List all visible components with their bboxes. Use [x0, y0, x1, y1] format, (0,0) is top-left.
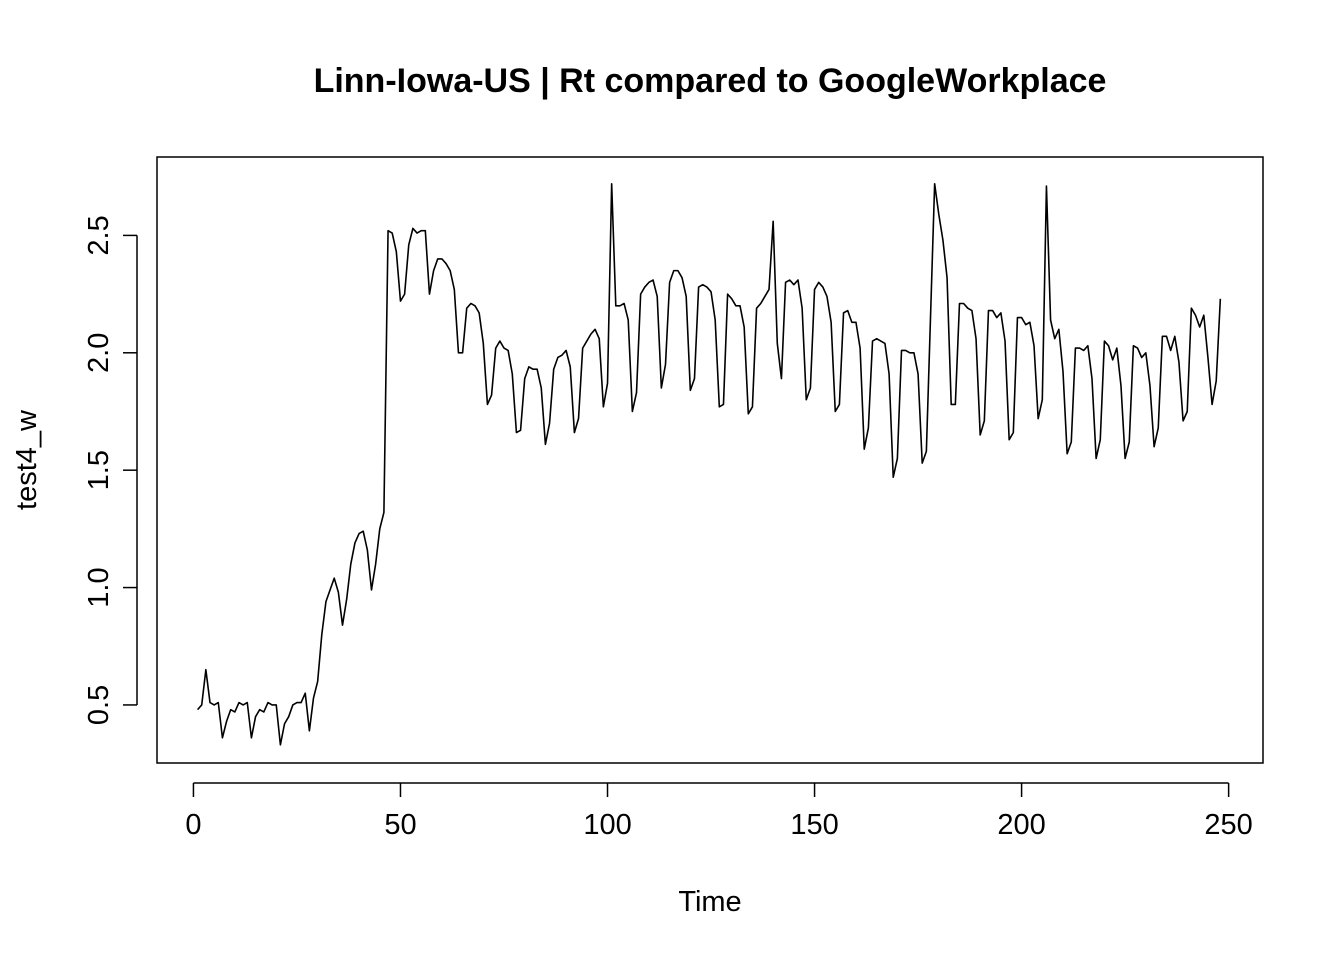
- x-axis: 0 50 100 150 200 250: [185, 782, 1253, 841]
- y-tick-label: 2.0: [83, 333, 115, 373]
- x-tick-label: 200: [997, 809, 1045, 841]
- plot-frame: [156, 156, 1264, 764]
- y-tick-label: 1.0: [83, 567, 115, 607]
- y-tick-label: 0.5: [83, 685, 115, 725]
- y-tick-label: 1.5: [83, 450, 115, 490]
- chart-title: Linn-Iowa-US | Rt compared to GoogleWork…: [314, 62, 1107, 100]
- x-tick-label: 100: [583, 809, 631, 841]
- x-axis-label: Time: [678, 886, 741, 918]
- x-tick-label: 150: [790, 809, 838, 841]
- y-tick-label: 2.5: [83, 215, 115, 255]
- x-tick-label: 50: [384, 809, 416, 841]
- x-tick-label: 250: [1204, 809, 1252, 841]
- x-tick-label: 0: [185, 809, 201, 841]
- y-axis-label: test4_w: [11, 409, 43, 510]
- series-line: [196, 182, 1222, 746]
- y-axis: 0.5 1.0 1.5 2.0 2.5: [83, 215, 138, 725]
